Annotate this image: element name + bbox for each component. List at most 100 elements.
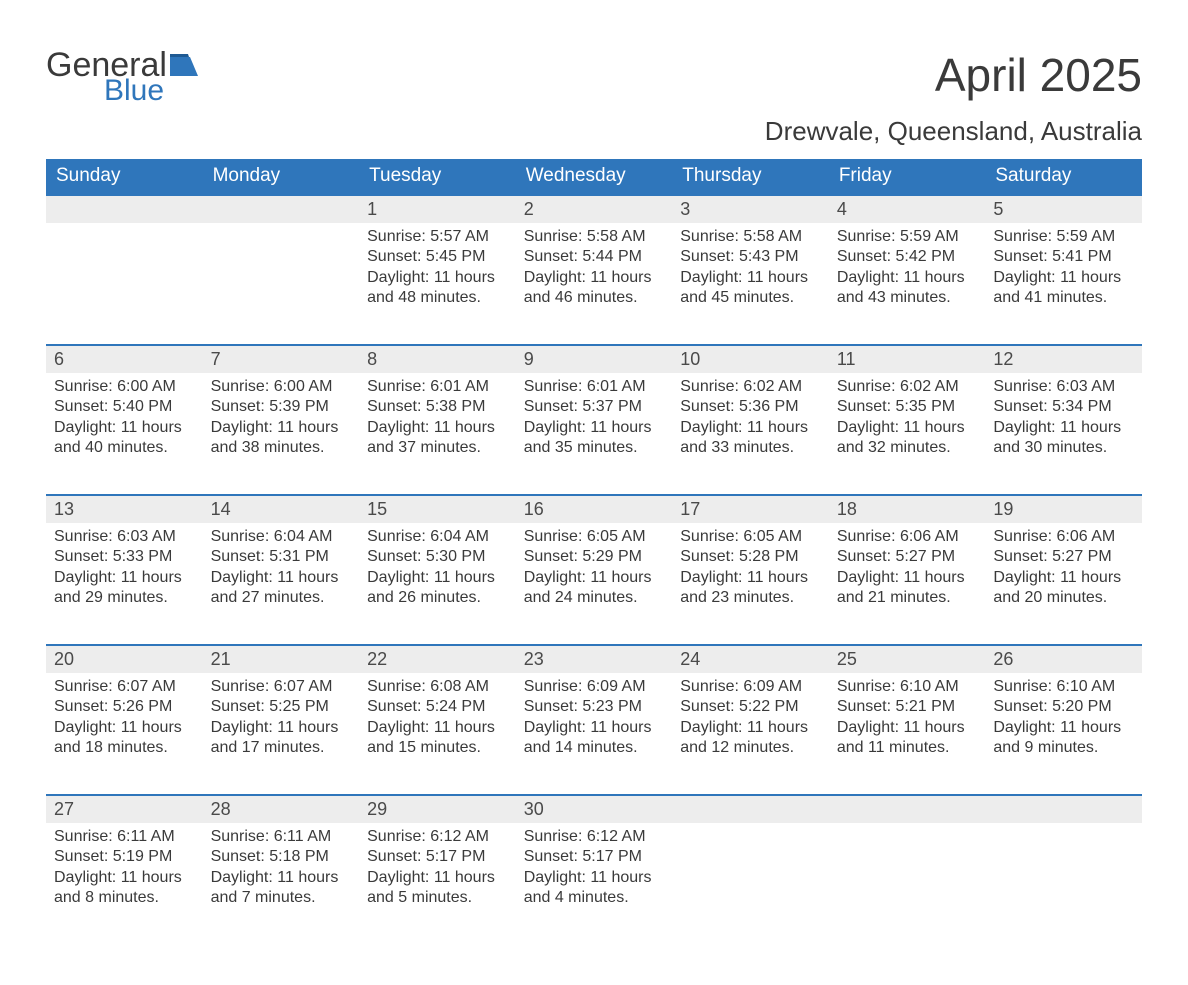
daylight-text: Daylight: 11 hours and 32 minutes. xyxy=(837,418,978,459)
sunrise-text: Sunrise: 6:11 AM xyxy=(211,827,352,847)
day-number-cell: 10 xyxy=(672,345,829,373)
day-number-cell: 26 xyxy=(985,645,1142,673)
day-number-row: 20212223242526 xyxy=(46,645,1142,673)
calendar-page: General Blue April 2025 Drewvale, Queens… xyxy=(0,0,1188,985)
day-cell-content: Sunrise: 5:58 AMSunset: 5:43 PMDaylight:… xyxy=(672,223,829,323)
day-number-cell: 28 xyxy=(203,795,360,823)
sunrise-text: Sunrise: 6:00 AM xyxy=(211,377,352,397)
sunrise-text: Sunrise: 6:05 AM xyxy=(680,527,821,547)
day-number-cell: 27 xyxy=(46,795,203,823)
sunrise-text: Sunrise: 5:57 AM xyxy=(367,227,508,247)
header: General Blue April 2025 Drewvale, Queens… xyxy=(46,48,1142,147)
day-cell-content: Sunrise: 6:07 AMSunset: 5:25 PMDaylight:… xyxy=(203,673,360,773)
day-cell: Sunrise: 6:01 AMSunset: 5:37 PMDaylight:… xyxy=(516,373,673,495)
day-cell-content: Sunrise: 6:12 AMSunset: 5:17 PMDaylight:… xyxy=(516,823,673,923)
day-number-cell: 23 xyxy=(516,645,673,673)
day-number-cell: 9 xyxy=(516,345,673,373)
day-cell: Sunrise: 6:11 AMSunset: 5:18 PMDaylight:… xyxy=(203,823,360,945)
sunset-text: Sunset: 5:30 PM xyxy=(367,547,508,567)
sunset-text: Sunset: 5:28 PM xyxy=(680,547,821,567)
day-cell: Sunrise: 6:12 AMSunset: 5:17 PMDaylight:… xyxy=(516,823,673,945)
day-cell-content: Sunrise: 6:02 AMSunset: 5:35 PMDaylight:… xyxy=(829,373,986,473)
day-number-cell: 14 xyxy=(203,495,360,523)
day-cell: Sunrise: 5:59 AMSunset: 5:41 PMDaylight:… xyxy=(985,223,1142,345)
sunrise-text: Sunrise: 6:11 AM xyxy=(54,827,195,847)
day-cell: Sunrise: 6:02 AMSunset: 5:35 PMDaylight:… xyxy=(829,373,986,495)
sunset-text: Sunset: 5:43 PM xyxy=(680,247,821,267)
day-cell: Sunrise: 6:04 AMSunset: 5:31 PMDaylight:… xyxy=(203,523,360,645)
day-number-cell: 8 xyxy=(359,345,516,373)
day-cell-content: Sunrise: 5:57 AMSunset: 5:45 PMDaylight:… xyxy=(359,223,516,323)
sunrise-text: Sunrise: 6:04 AM xyxy=(367,527,508,547)
day-number-cell xyxy=(829,795,986,823)
sunrise-text: Sunrise: 6:06 AM xyxy=(837,527,978,547)
month-title: April 2025 xyxy=(765,48,1142,102)
day-cell-content: Sunrise: 6:06 AMSunset: 5:27 PMDaylight:… xyxy=(829,523,986,623)
day-cell: Sunrise: 6:06 AMSunset: 5:27 PMDaylight:… xyxy=(985,523,1142,645)
weekday-header: Saturday xyxy=(985,159,1142,195)
sunset-text: Sunset: 5:35 PM xyxy=(837,397,978,417)
daylight-text: Daylight: 11 hours and 24 minutes. xyxy=(524,568,665,609)
sunset-text: Sunset: 5:36 PM xyxy=(680,397,821,417)
sunset-text: Sunset: 5:18 PM xyxy=(211,847,352,867)
day-content-row: Sunrise: 6:00 AMSunset: 5:40 PMDaylight:… xyxy=(46,373,1142,495)
day-cell: Sunrise: 6:00 AMSunset: 5:39 PMDaylight:… xyxy=(203,373,360,495)
day-number-cell xyxy=(46,195,203,223)
day-number-cell xyxy=(672,795,829,823)
day-cell xyxy=(46,223,203,345)
sunrise-text: Sunrise: 6:12 AM xyxy=(367,827,508,847)
sunrise-text: Sunrise: 6:10 AM xyxy=(993,677,1134,697)
day-cell-content: Sunrise: 6:05 AMSunset: 5:28 PMDaylight:… xyxy=(672,523,829,623)
daylight-text: Daylight: 11 hours and 37 minutes. xyxy=(367,418,508,459)
sunrise-text: Sunrise: 6:02 AM xyxy=(837,377,978,397)
day-number-cell: 30 xyxy=(516,795,673,823)
sunrise-text: Sunrise: 6:02 AM xyxy=(680,377,821,397)
daylight-text: Daylight: 11 hours and 38 minutes. xyxy=(211,418,352,459)
sunset-text: Sunset: 5:17 PM xyxy=(367,847,508,867)
day-cell-content: Sunrise: 6:09 AMSunset: 5:22 PMDaylight:… xyxy=(672,673,829,773)
day-cell-content: Sunrise: 5:59 AMSunset: 5:42 PMDaylight:… xyxy=(829,223,986,323)
day-number-cell: 4 xyxy=(829,195,986,223)
day-number-row: 27282930 xyxy=(46,795,1142,823)
sunrise-text: Sunrise: 6:03 AM xyxy=(993,377,1134,397)
sunrise-text: Sunrise: 6:12 AM xyxy=(524,827,665,847)
sunrise-text: Sunrise: 6:03 AM xyxy=(54,527,195,547)
day-cell: Sunrise: 6:05 AMSunset: 5:29 PMDaylight:… xyxy=(516,523,673,645)
day-cell-content: Sunrise: 6:02 AMSunset: 5:36 PMDaylight:… xyxy=(672,373,829,473)
day-cell: Sunrise: 6:06 AMSunset: 5:27 PMDaylight:… xyxy=(829,523,986,645)
day-cell-content: Sunrise: 6:12 AMSunset: 5:17 PMDaylight:… xyxy=(359,823,516,923)
day-number-cell: 15 xyxy=(359,495,516,523)
day-content-row: Sunrise: 6:11 AMSunset: 5:19 PMDaylight:… xyxy=(46,823,1142,945)
weekday-header: Friday xyxy=(829,159,986,195)
weekday-header-row: SundayMondayTuesdayWednesdayThursdayFrid… xyxy=(46,159,1142,195)
day-content-row: Sunrise: 6:07 AMSunset: 5:26 PMDaylight:… xyxy=(46,673,1142,795)
day-number-cell: 16 xyxy=(516,495,673,523)
daylight-text: Daylight: 11 hours and 29 minutes. xyxy=(54,568,195,609)
sunrise-text: Sunrise: 6:01 AM xyxy=(367,377,508,397)
day-cell: Sunrise: 6:08 AMSunset: 5:24 PMDaylight:… xyxy=(359,673,516,795)
day-cell: Sunrise: 5:58 AMSunset: 5:44 PMDaylight:… xyxy=(516,223,673,345)
day-cell xyxy=(672,823,829,945)
day-cell: Sunrise: 6:07 AMSunset: 5:26 PMDaylight:… xyxy=(46,673,203,795)
sunset-text: Sunset: 5:34 PM xyxy=(993,397,1134,417)
day-cell-content: Sunrise: 6:06 AMSunset: 5:27 PMDaylight:… xyxy=(985,523,1142,623)
sunset-text: Sunset: 5:17 PM xyxy=(524,847,665,867)
day-cell-content: Sunrise: 6:00 AMSunset: 5:40 PMDaylight:… xyxy=(46,373,203,473)
daylight-text: Daylight: 11 hours and 7 minutes. xyxy=(211,868,352,909)
day-cell: Sunrise: 6:12 AMSunset: 5:17 PMDaylight:… xyxy=(359,823,516,945)
day-cell-content: Sunrise: 5:58 AMSunset: 5:44 PMDaylight:… xyxy=(516,223,673,323)
day-content-row: Sunrise: 5:57 AMSunset: 5:45 PMDaylight:… xyxy=(46,223,1142,345)
day-cell: Sunrise: 6:03 AMSunset: 5:34 PMDaylight:… xyxy=(985,373,1142,495)
sunset-text: Sunset: 5:29 PM xyxy=(524,547,665,567)
sunset-text: Sunset: 5:45 PM xyxy=(367,247,508,267)
day-cell-content: Sunrise: 6:04 AMSunset: 5:30 PMDaylight:… xyxy=(359,523,516,623)
day-number-cell: 5 xyxy=(985,195,1142,223)
day-cell-content: Sunrise: 6:11 AMSunset: 5:18 PMDaylight:… xyxy=(203,823,360,923)
sunset-text: Sunset: 5:33 PM xyxy=(54,547,195,567)
logo: General Blue xyxy=(46,48,200,106)
weekday-header: Thursday xyxy=(672,159,829,195)
day-cell: Sunrise: 6:04 AMSunset: 5:30 PMDaylight:… xyxy=(359,523,516,645)
sunset-text: Sunset: 5:24 PM xyxy=(367,697,508,717)
day-number-cell xyxy=(985,795,1142,823)
day-cell: Sunrise: 6:00 AMSunset: 5:40 PMDaylight:… xyxy=(46,373,203,495)
